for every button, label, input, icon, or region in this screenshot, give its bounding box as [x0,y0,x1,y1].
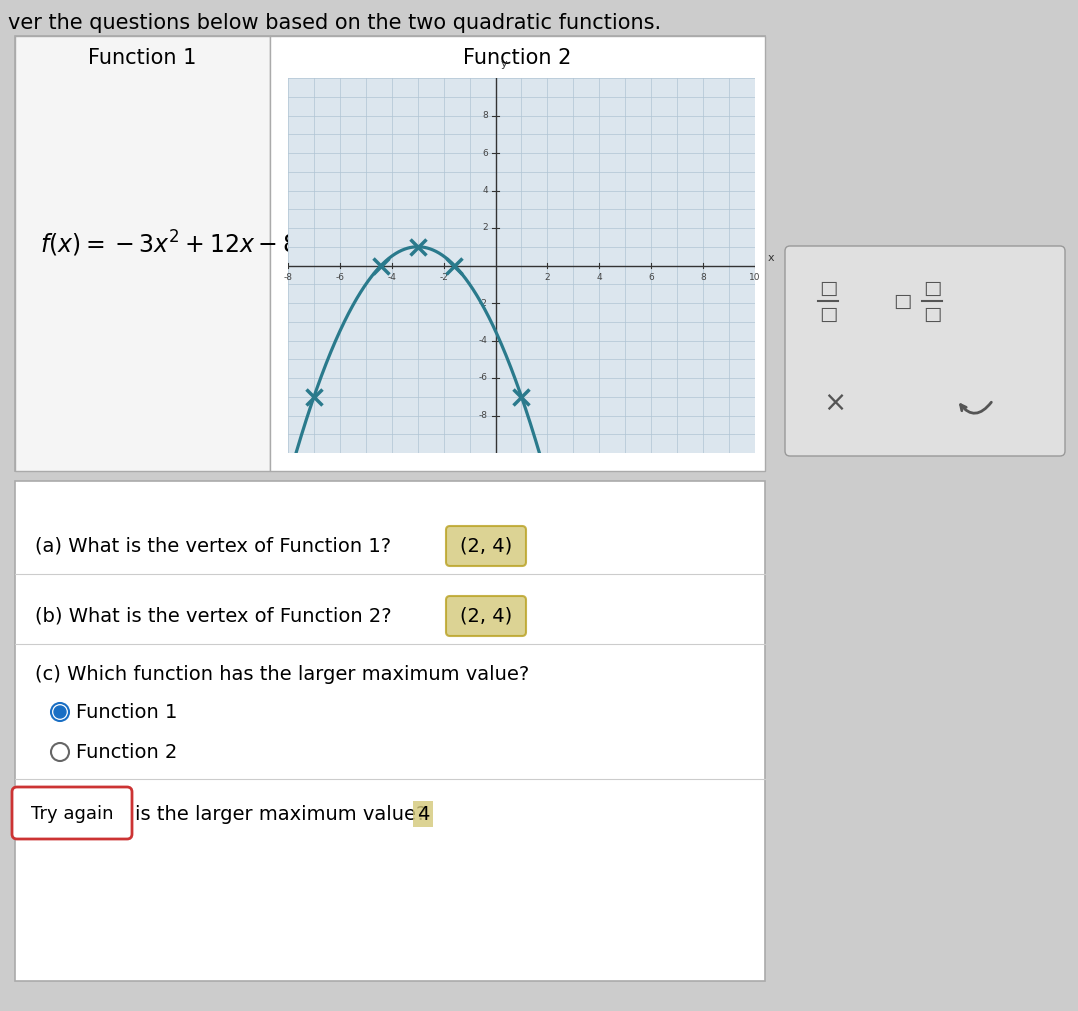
Text: Try again: Try again [31,805,113,823]
Text: □: □ [923,304,941,324]
Text: □: □ [819,304,838,324]
Text: ×: × [824,389,846,417]
FancyBboxPatch shape [785,246,1065,456]
Text: Function 1: Function 1 [88,48,196,68]
Text: 2: 2 [482,223,487,233]
Text: 6: 6 [648,273,654,282]
Text: ver the questions below based on the two quadratic functions.: ver the questions below based on the two… [8,13,661,33]
Text: -6: -6 [479,373,487,382]
Text: Function 1: Function 1 [77,703,178,722]
Text: -2: -2 [479,298,487,307]
FancyBboxPatch shape [446,526,526,566]
Text: 4: 4 [596,273,603,282]
Text: -8: -8 [479,411,487,420]
FancyBboxPatch shape [12,787,132,839]
Text: -4: -4 [479,336,487,345]
Bar [270,36,765,471]
Text: x: x [768,253,775,263]
Text: (2, 4): (2, 4) [460,607,512,626]
Text: 8: 8 [482,111,487,120]
Text: (2, 4): (2, 4) [460,537,512,555]
Text: y: y [501,59,508,69]
Text: is the larger maximum value?: is the larger maximum value? [135,805,427,824]
Text: 4: 4 [482,186,487,195]
Bar [15,481,765,981]
Text: -2: -2 [439,273,448,282]
Bar [413,801,433,827]
Text: Function 2: Function 2 [464,48,571,68]
Text: 10: 10 [749,273,761,282]
Text: 8: 8 [701,273,706,282]
Text: (b) What is the vertex of Function 2?: (b) What is the vertex of Function 2? [34,607,391,626]
Text: -4: -4 [387,273,397,282]
Text: $f(x)=-3x^2+12x-8$: $f(x)=-3x^2+12x-8$ [40,228,298,259]
Text: 4: 4 [417,805,429,824]
Text: (a) What is the vertex of Function 1?: (a) What is the vertex of Function 1? [34,537,391,555]
Text: -6: -6 [335,273,344,282]
FancyBboxPatch shape [15,36,765,471]
Bar [15,36,270,471]
Text: -8: -8 [284,273,292,282]
Circle shape [54,706,66,718]
Text: 6: 6 [482,149,487,158]
Text: Function 2: Function 2 [77,742,178,761]
Text: □: □ [893,291,911,310]
Text: (c) Which function has the larger maximum value?: (c) Which function has the larger maximu… [34,664,529,683]
Text: □: □ [923,278,941,297]
FancyBboxPatch shape [446,596,526,636]
Text: □: □ [819,278,838,297]
Text: 2: 2 [544,273,550,282]
